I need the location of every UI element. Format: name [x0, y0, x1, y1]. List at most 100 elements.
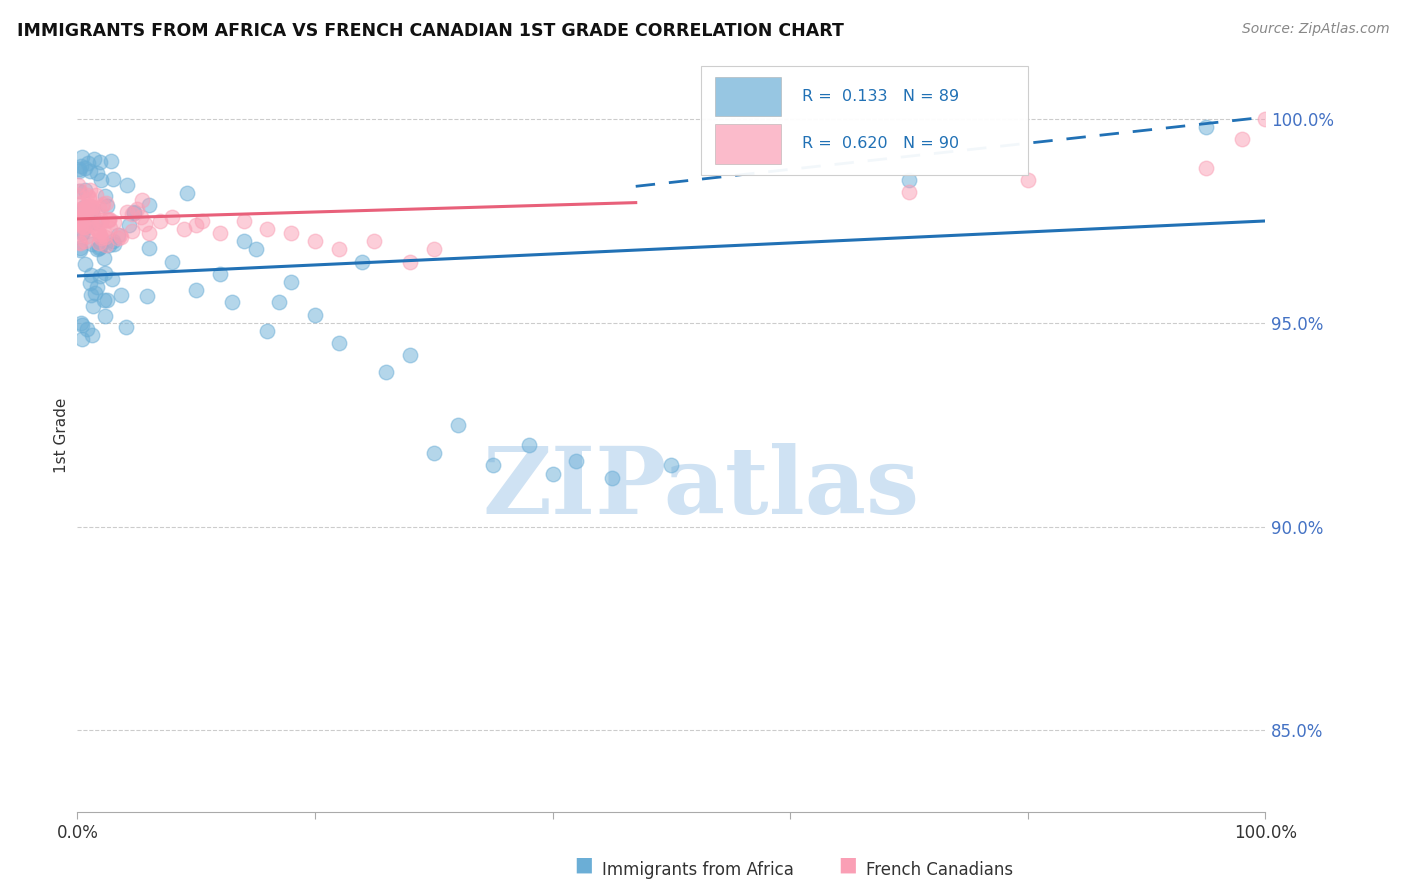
Point	[70, 208, 93, 222]
Point	[72, 220, 94, 235]
Point	[67, 185, 90, 199]
Point	[186, 283, 208, 297]
Point	[75, 211, 97, 226]
Text: ▪: ▪	[574, 851, 593, 880]
Point	[482, 458, 505, 473]
Point	[269, 295, 291, 310]
Point	[1230, 132, 1253, 146]
Point	[517, 438, 540, 452]
FancyBboxPatch shape	[716, 77, 780, 116]
Point	[70, 318, 93, 332]
Point	[131, 194, 153, 208]
Point	[122, 205, 145, 219]
Point	[898, 186, 921, 200]
Point	[73, 219, 96, 234]
Point	[423, 243, 446, 257]
Point	[114, 319, 136, 334]
Point	[86, 243, 108, 257]
Point	[66, 188, 89, 202]
Point	[89, 215, 111, 229]
Point	[73, 161, 96, 175]
Point	[232, 235, 254, 249]
Point	[72, 210, 94, 224]
Point	[191, 214, 214, 228]
Point	[328, 243, 350, 257]
Point	[375, 365, 398, 379]
Point	[70, 332, 93, 346]
Point	[80, 211, 103, 225]
Point	[352, 254, 374, 268]
Point	[69, 212, 91, 227]
Point	[84, 215, 107, 229]
Point	[280, 226, 302, 240]
Point	[1254, 112, 1277, 127]
Point	[1195, 161, 1218, 175]
Point	[399, 254, 422, 268]
Point	[89, 229, 111, 244]
Point	[69, 220, 91, 235]
Point	[89, 268, 111, 283]
Point	[77, 189, 100, 203]
Point	[232, 214, 254, 228]
Point	[328, 336, 350, 351]
Point	[67, 235, 90, 249]
Point	[138, 226, 160, 240]
Point	[76, 229, 98, 244]
Point	[107, 231, 129, 245]
Point	[86, 166, 108, 180]
Point	[98, 212, 121, 227]
Point	[446, 417, 468, 432]
Point	[96, 199, 118, 213]
Point	[69, 211, 91, 226]
Text: R =  0.620   N = 90: R = 0.620 N = 90	[801, 136, 959, 152]
Point	[89, 218, 111, 232]
Point	[82, 209, 104, 223]
Point	[97, 213, 120, 227]
Point	[67, 161, 90, 176]
Point	[94, 230, 117, 244]
Point	[86, 280, 108, 294]
Point	[131, 211, 153, 225]
Point	[93, 227, 115, 241]
Point	[73, 220, 96, 235]
Point	[67, 216, 90, 230]
Point	[87, 224, 110, 238]
Point	[84, 220, 107, 235]
Point	[90, 213, 112, 227]
Point	[117, 178, 139, 192]
Point	[101, 234, 124, 248]
Point	[69, 243, 91, 257]
Point	[66, 211, 89, 225]
Point	[70, 211, 93, 226]
Point	[83, 153, 105, 167]
Point	[101, 272, 124, 286]
Point	[115, 205, 138, 219]
Point	[69, 185, 91, 199]
Point	[82, 299, 104, 313]
Point	[125, 202, 148, 216]
Point	[80, 268, 103, 283]
Point	[70, 219, 93, 233]
Point	[110, 229, 132, 244]
Point	[84, 187, 107, 202]
Point	[399, 348, 422, 362]
Point	[73, 234, 96, 248]
Point	[110, 288, 132, 302]
Point	[1195, 120, 1218, 135]
Point	[80, 288, 103, 302]
Point	[75, 207, 97, 221]
Point	[69, 236, 91, 251]
Point	[76, 322, 98, 336]
Text: ZIPatlas: ZIPatlas	[482, 442, 920, 533]
Point	[70, 203, 93, 218]
Point	[898, 173, 921, 187]
Point	[138, 241, 160, 255]
Point	[76, 156, 98, 170]
Point	[70, 202, 93, 216]
Point	[72, 208, 94, 222]
Point	[76, 187, 98, 202]
Point	[101, 172, 124, 186]
Point	[87, 236, 110, 251]
Point	[176, 186, 198, 201]
Point	[69, 159, 91, 173]
